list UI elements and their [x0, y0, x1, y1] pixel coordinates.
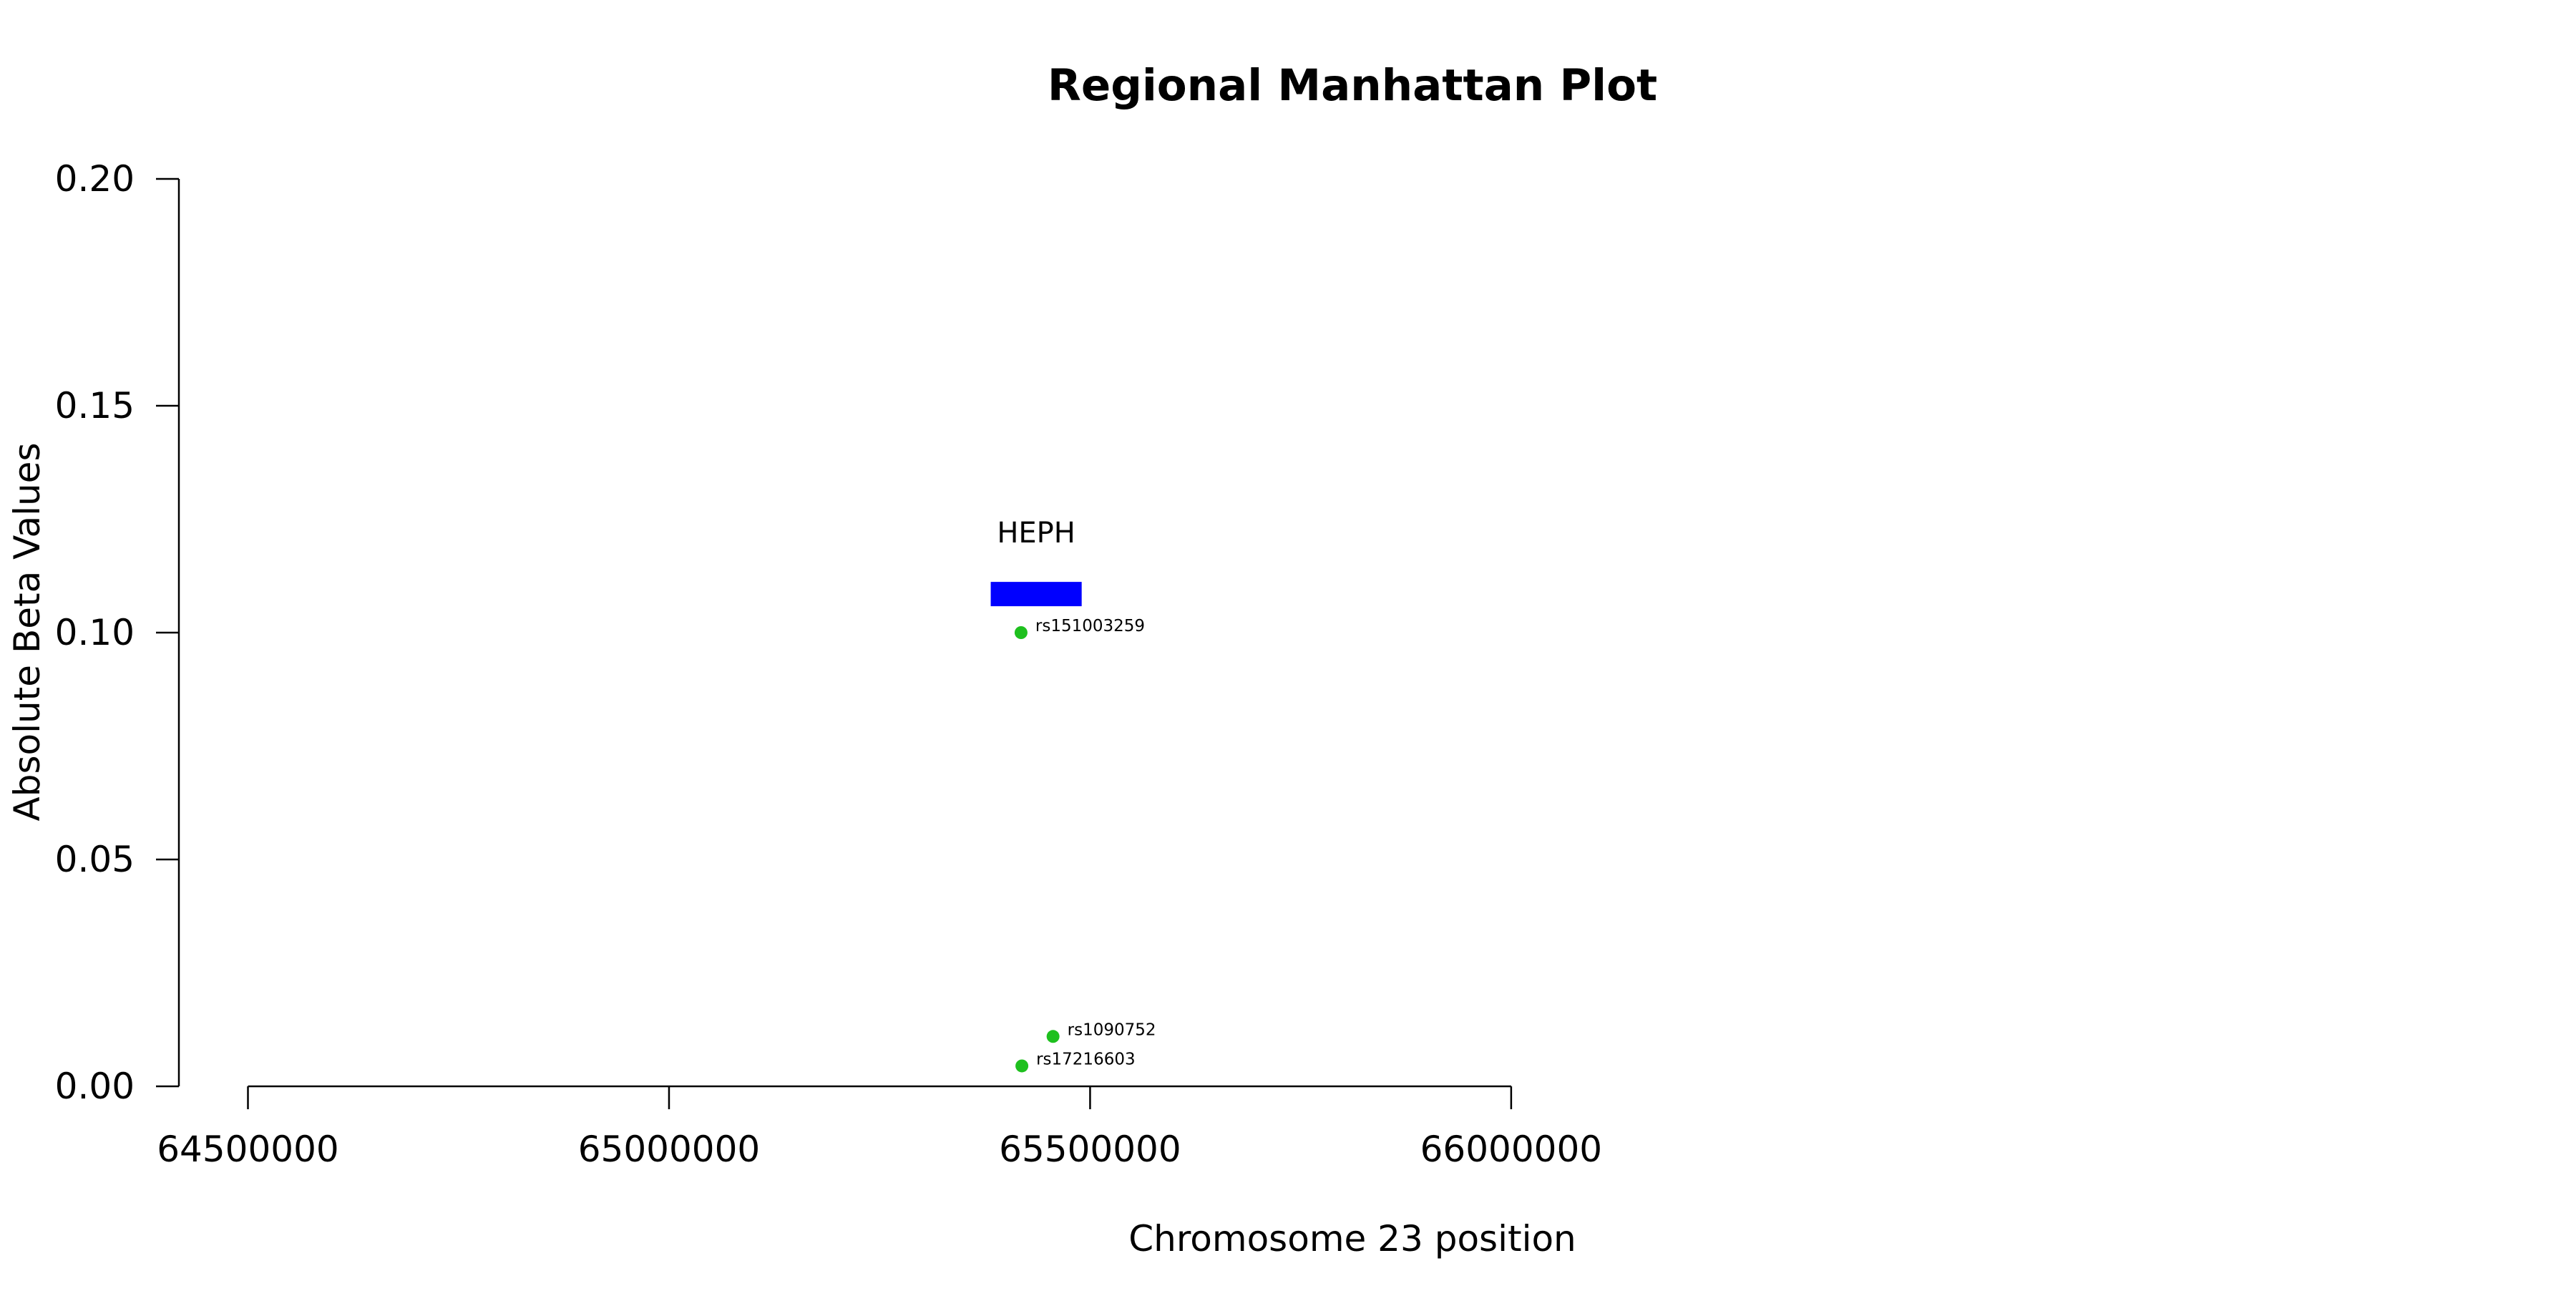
- axes: 0.00 0.05 0.10 0.15 0.20 64500000 65000000 6550…: [55, 158, 1602, 1170]
- y-tick-label: 0.00: [55, 1066, 135, 1107]
- y-tick-label: 0.20: [55, 158, 135, 200]
- gene-label: HEPH: [997, 517, 1075, 550]
- chart-title: Regional Manhattan Plot: [1048, 60, 1657, 111]
- snp-point: [1046, 1030, 1060, 1043]
- x-tick-label: 66000000: [1420, 1129, 1603, 1170]
- gene-bar: [990, 582, 1082, 607]
- snp-point: [1014, 626, 1028, 639]
- y-tick-label: 0.15: [55, 385, 135, 427]
- x-axis-label: Chromosome 23 position: [1128, 1218, 1576, 1260]
- x-tick-label: 64500000: [157, 1129, 339, 1170]
- gene-track: HEPH: [990, 517, 1082, 607]
- snp-points: rs151003259 rs1090752 rs17216603: [1014, 617, 1156, 1073]
- y-tick-label: 0.10: [55, 612, 135, 653]
- snp-point: [1015, 1059, 1029, 1073]
- x-tick-label: 65000000: [578, 1129, 761, 1170]
- y-axis-label: Absolute Beta Values: [6, 443, 48, 822]
- snp-label: rs151003259: [1035, 617, 1145, 635]
- snp-label: rs17216603: [1036, 1050, 1136, 1068]
- snp-label: rs1090752: [1068, 1020, 1156, 1039]
- x-tick-label: 65500000: [999, 1129, 1181, 1170]
- y-tick-label: 0.05: [55, 839, 135, 880]
